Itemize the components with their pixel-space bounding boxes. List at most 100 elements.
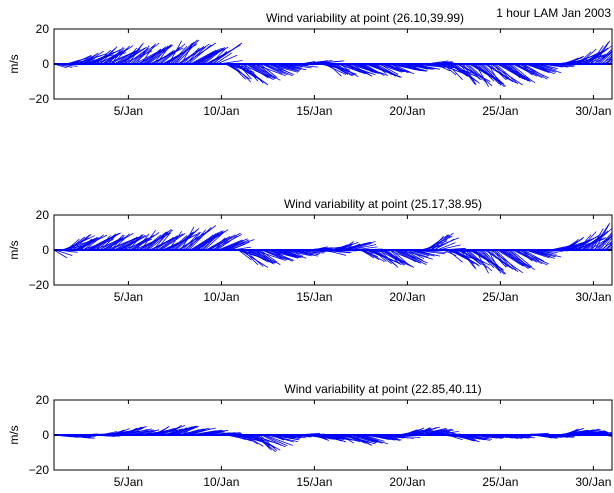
- wind-vector: [528, 249, 551, 257]
- wind-vector: [534, 63, 552, 71]
- wind-vector: [407, 427, 425, 436]
- wind-vector: [101, 50, 123, 65]
- wind-vector: [95, 49, 111, 65]
- wind-vector: [238, 249, 252, 261]
- y-tick-label: 0: [42, 57, 49, 71]
- wind-vector: [197, 234, 214, 251]
- wind-vector: [346, 242, 366, 251]
- wind-vector: [264, 63, 293, 77]
- wind-vector: [214, 236, 233, 251]
- wind-vector: [261, 63, 283, 74]
- wind-vector: [599, 235, 612, 251]
- wind-vector: [566, 236, 585, 251]
- wind-vector: [345, 434, 361, 443]
- wind-vector: [218, 239, 243, 251]
- wind-vector: [170, 235, 188, 251]
- wind-vector: [323, 63, 347, 75]
- x-tick-label: 5/Jan: [114, 290, 143, 304]
- wind-vector: [481, 249, 501, 272]
- wind-vector: [352, 434, 378, 443]
- wind-vector: [210, 48, 226, 65]
- wind-vector: [167, 233, 198, 251]
- wind-vector: [594, 222, 611, 251]
- wind-vector: [500, 249, 525, 267]
- wind-vector: [335, 63, 359, 78]
- wind-vector: [280, 249, 307, 259]
- wind-vector: [174, 426, 194, 436]
- wind-vector: [72, 233, 92, 251]
- wind-vector: [346, 434, 366, 444]
- wind-vector: [376, 63, 398, 77]
- wind-vector: [249, 249, 270, 263]
- wind-vector: [425, 234, 449, 251]
- vector-group: [54, 424, 612, 453]
- wind-vector: [246, 249, 269, 263]
- wind-vector: [258, 249, 272, 262]
- wind-vector: [385, 249, 399, 264]
- wind-vector: [565, 428, 579, 436]
- wind-vector: [110, 47, 125, 65]
- wind-vector: [447, 63, 463, 81]
- wind-vector: [351, 434, 373, 446]
- x-tick-label: 20/Jan: [389, 290, 425, 304]
- wind-vector: [517, 249, 533, 262]
- wind-vector: [464, 249, 482, 266]
- wind-vector: [512, 63, 538, 77]
- wind-vector: [140, 43, 157, 65]
- wind-vector: [221, 240, 244, 251]
- y-tick-label: 20: [36, 22, 50, 36]
- wind-vector: [585, 230, 609, 251]
- wind-vector: [520, 63, 534, 75]
- wind-vector: [404, 249, 424, 261]
- wind-vector: [264, 434, 293, 446]
- wind-vector: [216, 54, 238, 65]
- wind-vector: [370, 63, 397, 77]
- wind-vector: [174, 231, 194, 251]
- wind-vector: [345, 63, 361, 73]
- wind-vector: [108, 47, 124, 65]
- wind-vector: [146, 231, 168, 251]
- wind-vector: [242, 63, 259, 82]
- wind-vector: [143, 231, 167, 251]
- wind-vector: [273, 249, 295, 258]
- wind-vector: [216, 235, 238, 251]
- wind-vector: [148, 229, 173, 251]
- x-tick-label: 15/Jan: [296, 290, 332, 304]
- wind-vector: [128, 42, 144, 65]
- wind-vector: [435, 63, 451, 72]
- wind-vector: [97, 47, 117, 65]
- wind-vector: [453, 434, 475, 442]
- wind-vector: [261, 249, 283, 260]
- wind-vector: [591, 41, 609, 65]
- wind-vector: [228, 63, 250, 80]
- wind-vector: [112, 45, 130, 65]
- chart-title: Wind variability at point (22.85,40.11): [284, 382, 481, 396]
- wind-vector: [168, 424, 182, 436]
- wind-vector: [419, 427, 437, 436]
- wind-vector: [328, 63, 342, 77]
- wind-vector: [197, 51, 214, 65]
- wind-vector: [577, 51, 592, 65]
- wind-vector: [566, 427, 584, 436]
- wind-vector: [157, 49, 175, 65]
- wind-vector: [84, 234, 104, 251]
- wind-vector: [602, 237, 612, 251]
- chart-title: Wind variability at point (25.17,38.95): [284, 197, 482, 211]
- wind-vector: [607, 54, 612, 65]
- wind-vector: [455, 249, 480, 267]
- wind-vector: [123, 47, 138, 65]
- wind-vector: [340, 63, 355, 76]
- wind-vector: [202, 232, 220, 251]
- wind-vector: [467, 63, 493, 87]
- wind-vector: [583, 50, 603, 65]
- wind-vector: [605, 244, 612, 251]
- x-tick-label: 20/Jan: [389, 104, 425, 118]
- wind-vector: [143, 46, 167, 65]
- wind-vector: [363, 63, 385, 77]
- wind-vector: [512, 249, 538, 263]
- wind-vector: [152, 232, 169, 251]
- wind-vector: [455, 434, 480, 443]
- wind-vector: [214, 52, 233, 65]
- wind-vector: [394, 249, 422, 264]
- wind-vector: [132, 42, 160, 65]
